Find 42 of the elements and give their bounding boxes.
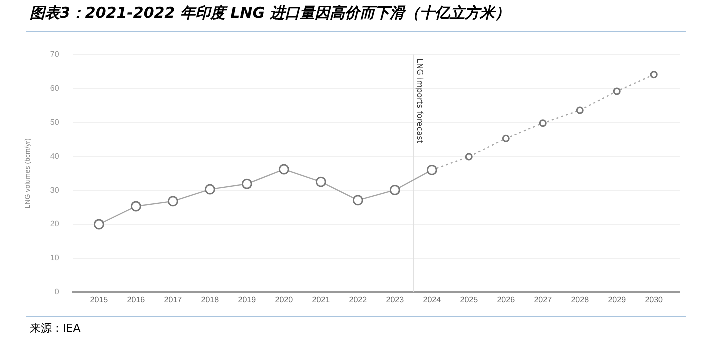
point xyxy=(576,106,584,114)
y-tick-label: 50 xyxy=(50,118,60,127)
y-tick-label: 10 xyxy=(50,254,60,263)
x-tick-label: 2020 xyxy=(275,295,294,304)
x-tick-label: 2016 xyxy=(127,295,146,304)
x-tick-label: 2030 xyxy=(645,295,664,304)
point xyxy=(613,88,621,96)
point xyxy=(278,164,290,175)
point xyxy=(204,184,216,195)
y-tick-label: 0 xyxy=(54,288,60,297)
x-tick-label: 2021 xyxy=(312,295,331,304)
ref-line-label: LNG imports forecast xyxy=(416,58,425,144)
y-tick-label: 70 xyxy=(50,50,60,60)
x-tick-label: 2018 xyxy=(201,295,220,304)
point xyxy=(502,134,510,142)
x-tick-label: 2015 xyxy=(90,295,109,304)
x-tick-label: 2027 xyxy=(534,295,553,304)
x-tick-label: 2022 xyxy=(349,295,368,304)
point xyxy=(352,195,364,206)
x-tick-label: 2017 xyxy=(164,295,183,304)
x-tick-label: 2025 xyxy=(460,295,479,304)
y-tick-label: 60 xyxy=(50,84,60,93)
x-tick-label: 2019 xyxy=(238,295,257,304)
point xyxy=(316,176,326,188)
point xyxy=(130,201,142,212)
y-tick-label: 20 xyxy=(50,220,60,229)
point xyxy=(94,219,104,230)
point xyxy=(650,71,658,79)
y-tick-label: 30 xyxy=(50,186,60,195)
point xyxy=(465,153,473,161)
x-tick-label: 2028 xyxy=(571,295,590,304)
x-tick-label: 2026 xyxy=(497,295,516,304)
point xyxy=(390,184,400,196)
source-note: 来源：IEA xyxy=(30,321,81,336)
x-tick-label: 2029 xyxy=(608,295,627,304)
point xyxy=(168,196,178,207)
y-tick-label: 40 xyxy=(50,152,60,161)
x-tick-label: 2023 xyxy=(386,295,405,304)
point xyxy=(242,178,252,190)
x-tick-label: 2024 xyxy=(423,295,442,304)
chart-title: 图表3：2021-2022 年印度 LNG 进口量因高价而下滑（十亿立方米） xyxy=(30,4,510,23)
point xyxy=(539,120,547,128)
